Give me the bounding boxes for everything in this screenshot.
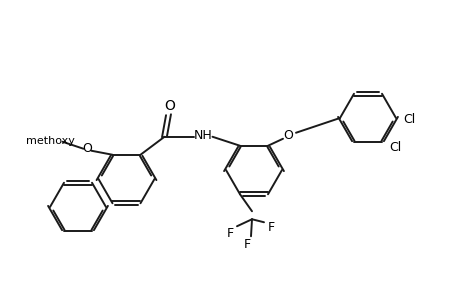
Text: NH: NH [194, 129, 213, 142]
Text: O: O [282, 129, 292, 142]
Text: F: F [226, 227, 233, 240]
Text: Cl: Cl [402, 112, 414, 125]
Text: O: O [82, 142, 92, 155]
Text: O: O [164, 99, 174, 113]
Text: Cl: Cl [388, 141, 400, 154]
Text: F: F [267, 221, 274, 234]
Text: methoxy: methoxy [26, 136, 75, 146]
Text: F: F [243, 238, 250, 251]
